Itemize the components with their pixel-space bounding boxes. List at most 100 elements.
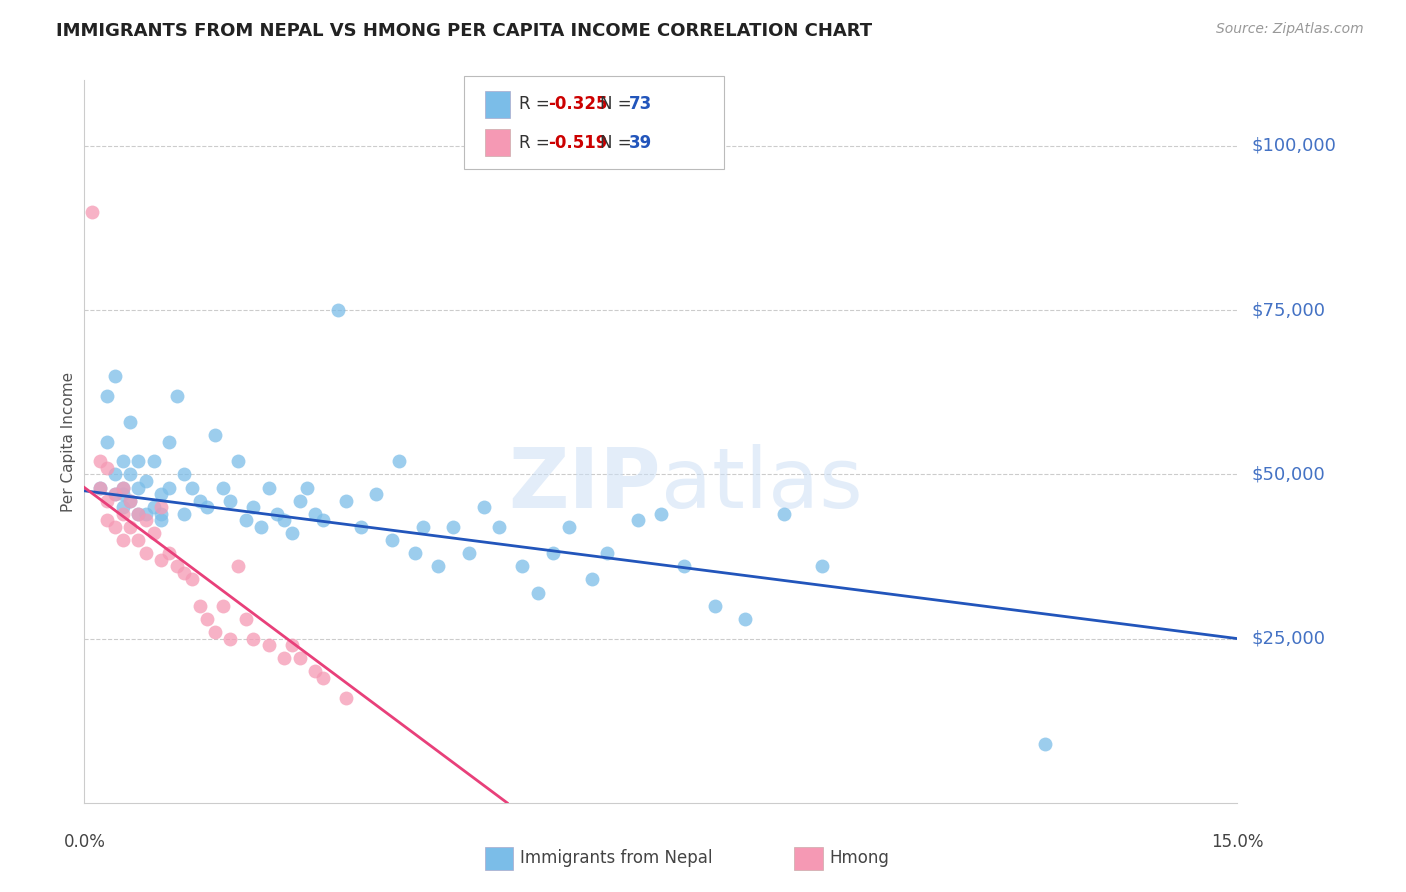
Point [441,520,464,534]
Point [135,513,157,527]
Point [366,487,388,501]
Point [104,487,127,501]
Point [127,507,149,521]
Text: -0.325: -0.325 [548,95,607,113]
Point [127,507,149,521]
Point [311,513,333,527]
Point [111,500,134,515]
Point [703,599,725,613]
Point [297,481,319,495]
Point [350,520,373,534]
Point [142,454,165,468]
Point [211,599,233,613]
Point [166,559,188,574]
Point [96,388,118,402]
Point [150,553,173,567]
Point [311,671,333,685]
Point [104,487,127,501]
Point [226,454,249,468]
Point [235,513,257,527]
Point [104,368,127,383]
Point [335,493,357,508]
Point [120,493,142,508]
Point [581,573,603,587]
Text: Immigrants from Nepal: Immigrants from Nepal [520,849,713,867]
Point [157,434,180,449]
Point [96,513,118,527]
Point [111,507,134,521]
Text: $50,000: $50,000 [1251,466,1324,483]
Text: 39: 39 [628,134,652,152]
Point [173,566,195,580]
Point [104,467,127,482]
Point [111,481,134,495]
Point [111,487,134,501]
Point [195,500,218,515]
Point [96,493,118,508]
Point [142,526,165,541]
Text: ZIP: ZIP [509,444,661,525]
Point [188,493,211,508]
Point [488,520,510,534]
Point [181,573,204,587]
Text: $25,000: $25,000 [1251,630,1326,648]
Point [120,493,142,508]
Point [541,546,564,560]
Point [235,612,257,626]
Point [472,500,495,515]
Point [166,388,188,402]
Point [89,481,111,495]
Point [219,493,242,508]
Point [111,454,134,468]
Point [157,481,180,495]
Y-axis label: Per Capita Income: Per Capita Income [60,371,76,512]
Text: -0.519: -0.519 [548,134,607,152]
Point [326,303,349,318]
Point [150,513,173,527]
Point [650,507,672,521]
Point [111,481,134,495]
Point [104,520,127,534]
Point [457,546,479,560]
Point [111,533,134,547]
Point [204,625,226,640]
Point [120,415,142,429]
Point [226,559,249,574]
Point [1033,737,1056,751]
Text: $75,000: $75,000 [1251,301,1326,319]
Point [304,507,326,521]
Text: R =: R = [519,95,555,113]
Point [734,612,756,626]
Text: atlas: atlas [661,444,862,525]
Point [627,513,650,527]
Point [242,632,264,646]
Text: N =: N = [600,134,637,152]
Point [120,520,142,534]
Point [250,520,273,534]
Point [266,507,288,521]
Point [150,487,173,501]
Text: 73: 73 [628,95,652,113]
Point [89,454,111,468]
Point [150,507,173,521]
Point [195,612,218,626]
Point [257,481,280,495]
Text: N =: N = [600,95,637,113]
Point [96,434,118,449]
Point [188,599,211,613]
Point [181,481,204,495]
Text: Hmong: Hmong [830,849,890,867]
Point [381,533,404,547]
Point [96,460,118,475]
Point [557,520,579,534]
Point [404,546,426,560]
Point [204,428,226,442]
Text: $100,000: $100,000 [1251,137,1336,155]
Point [811,559,834,574]
Text: IMMIGRANTS FROM NEPAL VS HMONG PER CAPITA INCOME CORRELATION CHART: IMMIGRANTS FROM NEPAL VS HMONG PER CAPIT… [56,22,872,40]
Point [672,559,695,574]
Point [412,520,434,534]
Point [127,533,149,547]
Point [135,474,157,488]
Point [288,493,311,508]
